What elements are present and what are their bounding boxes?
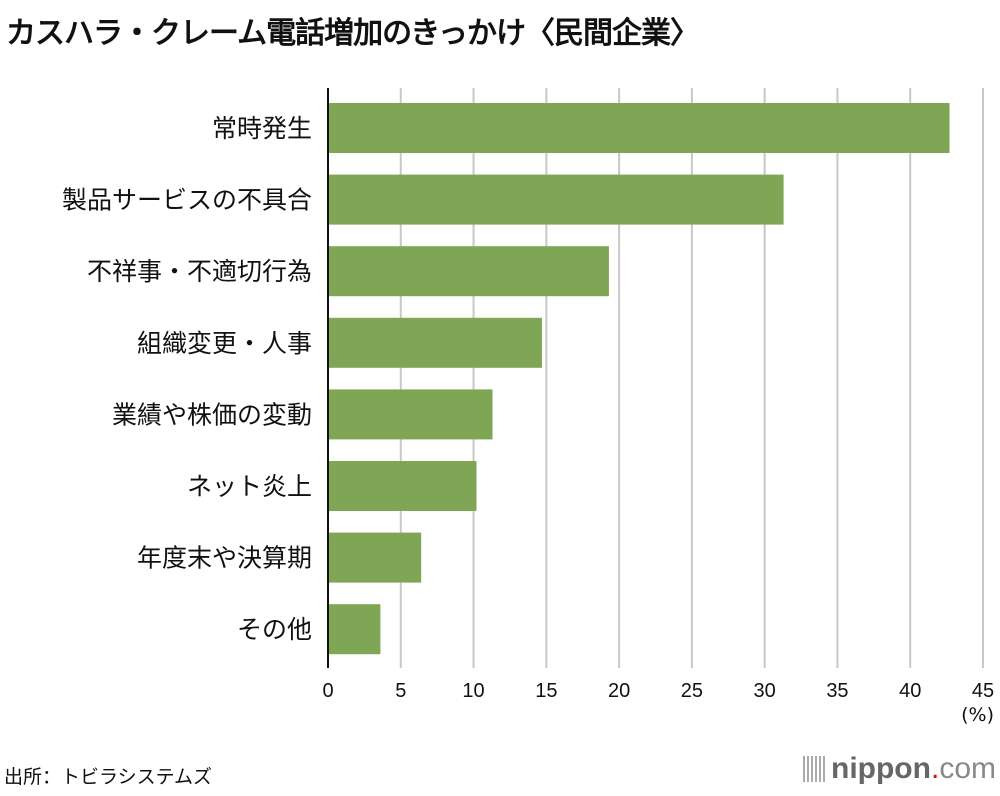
logo-name: nippon	[831, 752, 931, 785]
bar	[328, 317, 542, 368]
logo-mark-icon	[803, 756, 825, 782]
x-tick-label: 10	[462, 680, 484, 702]
category-label: 常時発生	[212, 114, 312, 143]
axis-unit: (%)	[961, 704, 994, 726]
category-label: 製品サービスの不具合	[62, 186, 312, 215]
category-label: 不祥事・不適切行為	[87, 257, 312, 286]
nippon-logo: nippon. com	[803, 752, 996, 786]
bar	[328, 246, 609, 297]
bar	[328, 103, 950, 153]
chart-title: カスハラ・クレーム電話増加のきっかけ〈民間企業〉	[6, 16, 700, 51]
category-label: ネット炎上	[187, 472, 312, 501]
x-tick-label: 20	[608, 680, 630, 702]
x-tick-label: 25	[681, 680, 703, 702]
bar	[328, 532, 422, 583]
x-tick-label: 35	[826, 680, 848, 702]
category-label: その他	[237, 615, 312, 644]
logo-suffix: com	[939, 752, 996, 785]
x-tick-label: 5	[395, 680, 406, 702]
category-label: 年度末や決算期	[137, 544, 312, 573]
x-tick-label: 15	[535, 680, 557, 702]
category-label: 業績や株価の変動	[112, 400, 312, 429]
x-tick-label: 40	[899, 680, 921, 702]
x-tick-label: 45	[972, 680, 994, 702]
category-label: 組織変更・人事	[137, 329, 312, 358]
bar	[328, 174, 784, 225]
logo-dot: .	[930, 752, 940, 785]
bar	[328, 604, 381, 655]
bar	[328, 389, 493, 440]
x-tick-label: 30	[754, 680, 776, 702]
source-note: 出所：トビラシステムズ	[4, 766, 213, 788]
bar	[328, 461, 477, 511]
x-tick-label: 0	[322, 680, 333, 702]
